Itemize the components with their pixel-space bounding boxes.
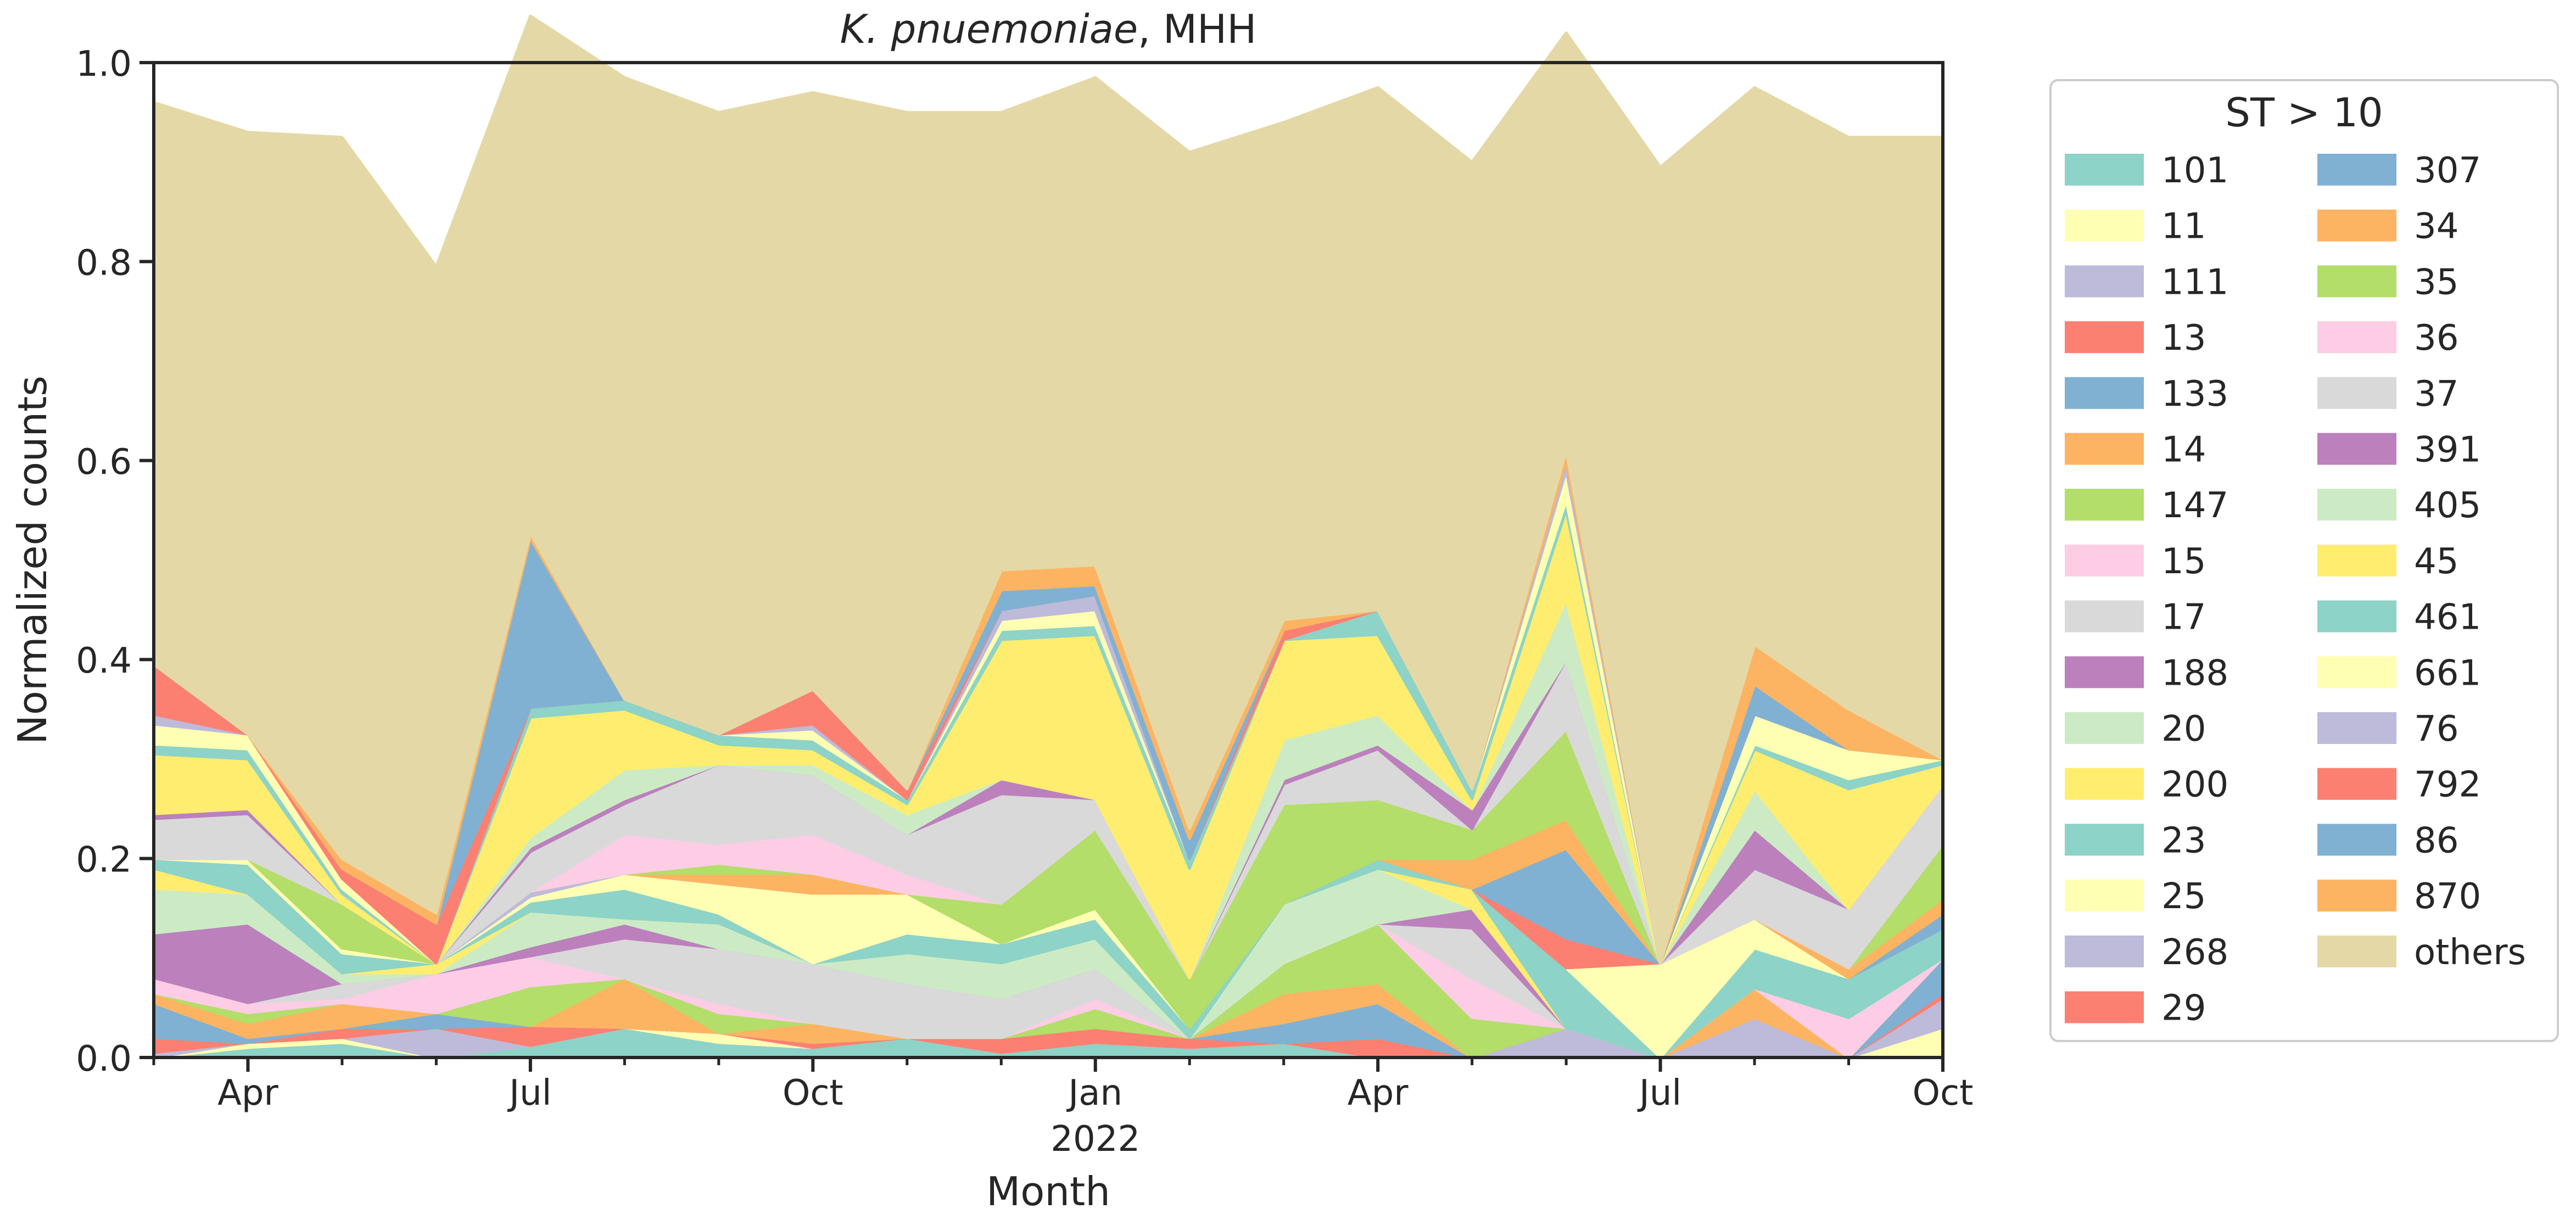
legend-swatch-35: [2317, 265, 2396, 298]
legend-label-23: 23: [2161, 820, 2206, 861]
legend-swatch-76: [2317, 712, 2396, 744]
legend-label-14: 14: [2161, 430, 2206, 471]
legend-label-13: 13: [2161, 318, 2206, 359]
legend-label-25: 25: [2161, 876, 2206, 917]
legend-label-others: others: [2414, 932, 2526, 973]
legend-swatch-792: [2317, 768, 2396, 800]
y-tick-label: 1.0: [76, 44, 132, 85]
legend-swatch-37: [2317, 377, 2396, 409]
legend-swatch-391: [2317, 433, 2396, 465]
legend-swatch-101: [2065, 154, 2144, 186]
y-tick-label: 0.8: [76, 243, 132, 283]
x-tick-sublabel: 2022: [1050, 1119, 1140, 1160]
legend-label-391: 391: [2414, 430, 2481, 471]
legend-title: ST > 10: [2225, 89, 2383, 136]
legend-label-86: 86: [2414, 820, 2458, 861]
plot-area: [152, 14, 1944, 1059]
legend-frame: [2049, 79, 2559, 1042]
legend-label-188: 188: [2161, 653, 2228, 693]
legend-label-101: 101: [2161, 150, 2228, 191]
legend-swatch-45: [2317, 544, 2396, 577]
legend-swatch-25: [2065, 880, 2144, 912]
legend-label-133: 133: [2161, 374, 2228, 415]
legend-label-36: 36: [2414, 318, 2458, 359]
legend-swatch-405: [2317, 489, 2396, 521]
legend-swatch-86: [2317, 824, 2396, 856]
legend-swatch-661: [2317, 656, 2396, 689]
legend-label-11: 11: [2161, 206, 2206, 247]
legend-swatch-111: [2065, 265, 2144, 298]
legend-items: 1011111113133141471517188202002325268293…: [2065, 150, 2526, 1029]
y-axis: 0.0 0.2 0.4 0.6 0.8 1.0: [76, 44, 154, 1079]
x-axis-label: Month: [986, 1168, 1110, 1215]
legend-label-792: 792: [2414, 765, 2481, 805]
legend-swatch-870: [2317, 880, 2396, 912]
legend-swatch-14: [2065, 433, 2144, 465]
legend-swatch-268: [2065, 935, 2144, 967]
legend-swatch-188: [2065, 656, 2144, 689]
y-tick-label: 0.4: [76, 641, 132, 681]
legend-label-29: 29: [2161, 988, 2206, 1029]
legend-swatch-29: [2065, 991, 2144, 1023]
legend-label-15: 15: [2161, 541, 2206, 582]
legend-label-20: 20: [2161, 709, 2206, 749]
legend-label-307: 307: [2414, 150, 2481, 191]
x-tick-label: Jan: [1066, 1073, 1122, 1114]
legend-label-34: 34: [2414, 206, 2458, 247]
legend-label-200: 200: [2161, 765, 2228, 805]
x-tick-label: Jul: [507, 1073, 551, 1114]
legend-label-111: 111: [2161, 262, 2228, 303]
x-tick-label: Apr: [1348, 1073, 1409, 1114]
legend-label-147: 147: [2161, 485, 2228, 526]
legend-label-45: 45: [2414, 541, 2458, 582]
legend-swatch-15: [2065, 544, 2144, 577]
legend-swatch-20: [2065, 712, 2144, 744]
chart-title-rest: , MHH: [1138, 6, 1256, 52]
y-axis-label: Normalized counts: [9, 376, 55, 745]
legend-label-76: 76: [2414, 709, 2458, 749]
x-axis: Apr Jul Oct Jan 2022 Apr Jul Oct: [152, 1057, 1974, 1160]
legend-swatch-36: [2317, 321, 2396, 354]
legend-swatch-others: [2317, 935, 2396, 967]
legend-label-17: 17: [2161, 597, 2206, 638]
plot-frame: [152, 61, 1944, 1059]
legend-label-661: 661: [2414, 653, 2481, 693]
legend-label-461: 461: [2414, 597, 2481, 638]
legend-swatch-34: [2317, 209, 2396, 242]
legend-swatch-200: [2065, 768, 2144, 800]
legend-swatch-17: [2065, 600, 2144, 633]
legend-label-35: 35: [2414, 262, 2458, 303]
chart-title-italic: K. pnuemoniae: [840, 6, 1138, 52]
legend-swatch-307: [2317, 154, 2396, 186]
legend-swatch-133: [2065, 377, 2144, 409]
x-tick-label: Apr: [217, 1073, 278, 1114]
x-tick-label: Oct: [783, 1073, 843, 1114]
legend-label-37: 37: [2414, 374, 2458, 415]
x-tick-label: Oct: [1913, 1073, 1974, 1114]
chart-title: K. pnuemoniae, MHH: [840, 6, 1257, 52]
legend-label-405: 405: [2414, 485, 2481, 526]
legend-swatch-147: [2065, 489, 2144, 521]
legend-label-268: 268: [2161, 932, 2228, 973]
y-tick-label: 0.2: [76, 840, 132, 881]
y-tick-label: 0.6: [76, 442, 132, 483]
legend-swatch-13: [2065, 321, 2144, 354]
x-tick-label: Jul: [1637, 1073, 1681, 1114]
legend-swatch-23: [2065, 824, 2144, 856]
y-tick-label: 0.0: [76, 1039, 132, 1079]
legend-swatch-11: [2065, 209, 2144, 242]
legend-swatch-461: [2317, 600, 2396, 633]
legend: ST > 10 10111111131331414715171882020023…: [2049, 79, 2559, 1042]
legend-label-870: 870: [2414, 876, 2481, 917]
